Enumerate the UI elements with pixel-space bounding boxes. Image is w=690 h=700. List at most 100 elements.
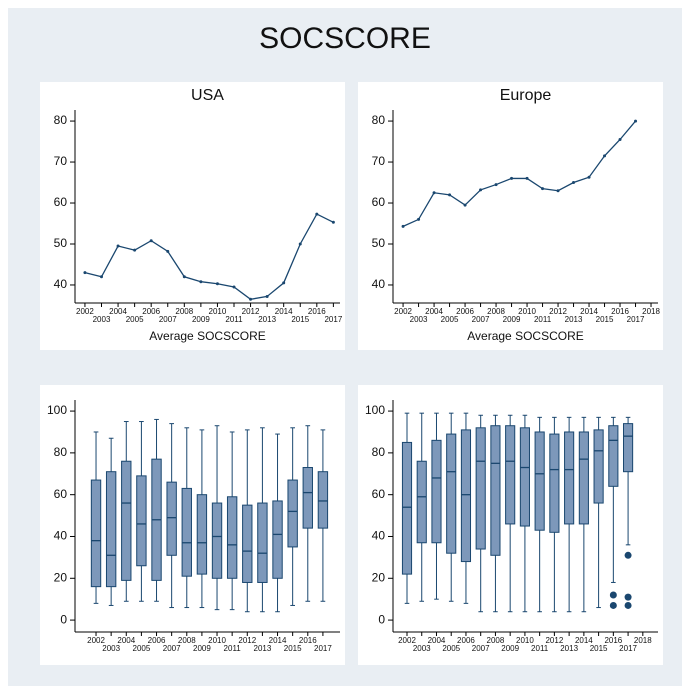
- y-tick-label: 50: [372, 236, 386, 250]
- box: [105, 471, 117, 588]
- x-tick-label: 2014: [580, 307, 598, 316]
- data-point: [83, 271, 87, 275]
- x-tick-label: 2002: [87, 636, 105, 645]
- x-tick-label: 2010: [516, 636, 534, 645]
- x-tick-label: 2016: [299, 636, 317, 645]
- x-tick-label: 2016: [604, 636, 622, 645]
- data-point: [166, 249, 170, 253]
- x-tick-label: 2007: [472, 315, 490, 324]
- data-point: [100, 275, 103, 279]
- box: [505, 425, 516, 525]
- x-tick-label: 2018: [642, 307, 660, 316]
- y-tick-label: 100: [365, 403, 385, 417]
- y-tick-label: 60: [372, 487, 386, 501]
- box: [593, 429, 604, 504]
- box: [431, 439, 442, 544]
- box: [166, 481, 177, 556]
- x-tick-label: 2005: [441, 315, 459, 324]
- data-point: [432, 191, 436, 195]
- x-tick-label: 2009: [192, 315, 210, 324]
- x-tick-label: 2006: [456, 307, 474, 316]
- box: [460, 429, 472, 563]
- x-tick-label: 2008: [487, 636, 505, 645]
- x-tick-label: 2010: [518, 307, 536, 316]
- x-tick-label: 2017: [619, 644, 637, 653]
- outlier: [624, 593, 632, 601]
- box: [90, 479, 102, 588]
- x-tick-label: 2009: [501, 644, 519, 653]
- data-point: [587, 175, 591, 179]
- y-tick-label: 40: [372, 529, 386, 543]
- x-tick-label: 2005: [133, 644, 151, 653]
- box: [136, 475, 147, 567]
- data-point: [232, 285, 236, 289]
- data-point: [525, 176, 529, 180]
- data-point: [298, 242, 302, 246]
- y-tick-label: 40: [372, 277, 386, 291]
- box: [578, 431, 589, 525]
- outlier: [609, 591, 617, 599]
- main-title: SOCSCORE: [259, 22, 431, 55]
- data-point: [315, 212, 319, 216]
- box: [534, 431, 545, 531]
- x-tick-label: 2012: [549, 307, 567, 316]
- x-tick-label: 2010: [209, 307, 227, 316]
- box: [416, 460, 427, 544]
- data-line: [84, 213, 334, 301]
- x-tick-label: 2016: [611, 307, 629, 316]
- x-tick-label: 2016: [308, 307, 326, 316]
- x-tick-label: 2015: [284, 644, 302, 653]
- x-tick-label: 2011: [534, 315, 552, 324]
- box: [302, 467, 313, 529]
- x-tick-label: 2017: [314, 644, 332, 653]
- y-tick-label: 70: [54, 154, 68, 168]
- data-point: [249, 297, 253, 301]
- data-point: [401, 224, 405, 228]
- box: [608, 425, 619, 487]
- x-tick-label: 2013: [565, 315, 583, 324]
- y-tick-label: 0: [378, 612, 385, 626]
- x-tick-label: 2011: [531, 644, 549, 653]
- data-point: [494, 183, 498, 187]
- x-tick-label: 2012: [238, 636, 256, 645]
- x-tick-label: 2011: [225, 315, 243, 324]
- data-point: [448, 193, 452, 197]
- y-tick-label: 80: [54, 445, 68, 459]
- y-tick-label: 80: [54, 113, 68, 127]
- data-point: [215, 282, 219, 286]
- x-tick-label: 2014: [275, 307, 293, 316]
- x-tick-label: 2013: [258, 315, 276, 324]
- x-tick-label: 2007: [472, 644, 490, 653]
- x-tick-label: 2008: [487, 307, 505, 316]
- y-tick-label: 60: [54, 487, 68, 501]
- y-tick-label: 80: [372, 445, 386, 459]
- x-tick-label: 2018: [634, 636, 652, 645]
- x-tick-label: 2004: [425, 307, 443, 316]
- y-tick-label: 40: [54, 529, 68, 543]
- data-point: [149, 239, 153, 243]
- box: [564, 431, 575, 525]
- x-tick-label: 2009: [193, 644, 211, 653]
- x-tick-label: 2013: [254, 644, 272, 653]
- x-tick-label: 2006: [457, 636, 475, 645]
- x-tick-label: 2008: [178, 636, 196, 645]
- data-point: [116, 244, 120, 248]
- box: [623, 423, 634, 473]
- y-tick-label: 100: [47, 403, 67, 417]
- box: [287, 479, 298, 548]
- x-tick-label: 2015: [291, 315, 309, 324]
- x-tick-label: 2003: [410, 315, 428, 324]
- x-tick-label: 2004: [428, 636, 446, 645]
- y-tick-label: 60: [372, 195, 386, 209]
- box: [401, 441, 413, 575]
- x-tick-label: 2007: [163, 644, 181, 653]
- x-tick-label: 2005: [126, 315, 144, 324]
- data-point: [556, 189, 560, 193]
- data-point: [572, 181, 576, 185]
- panel-title: USA: [191, 87, 224, 104]
- box: [549, 433, 560, 533]
- y-tick-label: 60: [54, 195, 68, 209]
- box: [490, 425, 501, 556]
- box: [196, 494, 208, 575]
